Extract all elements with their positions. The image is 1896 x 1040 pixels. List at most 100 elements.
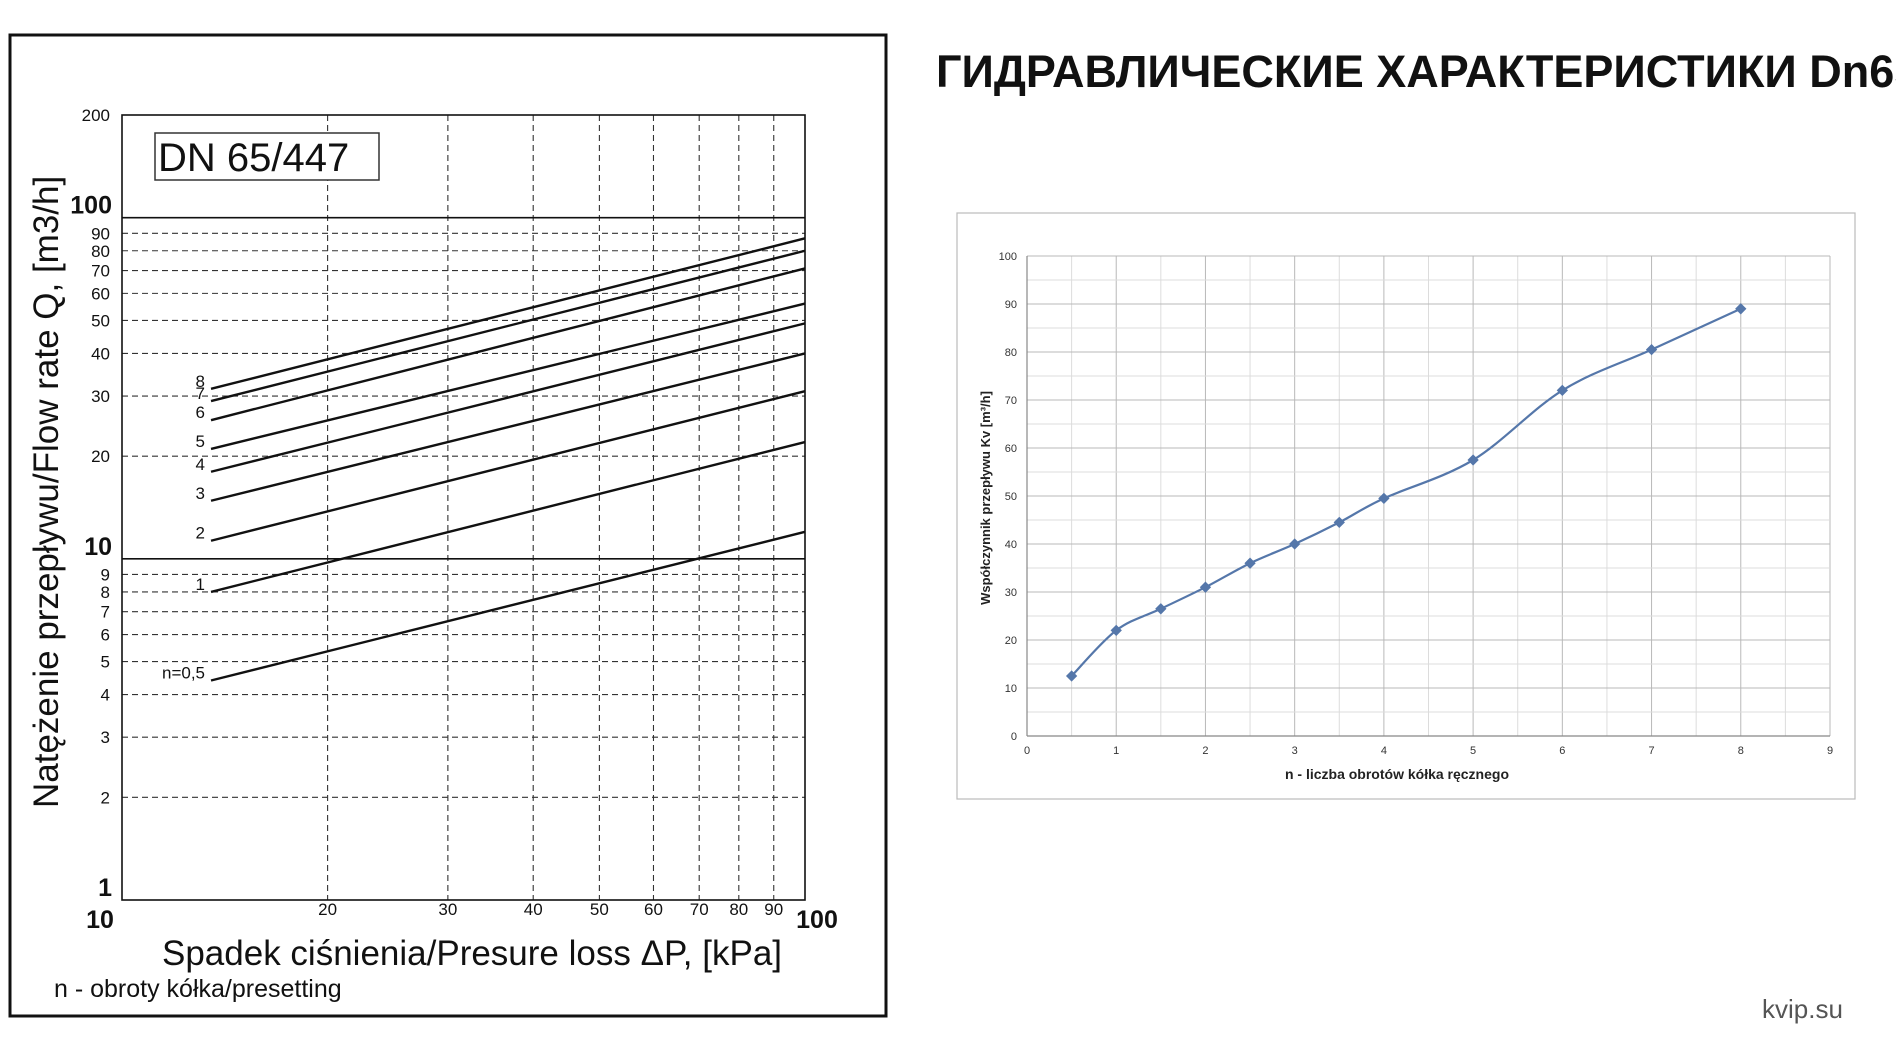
x-tick-label: 80 <box>729 900 748 919</box>
y-tick-label: 8 <box>101 583 110 602</box>
watermark: kvip.su <box>1762 994 1843 1024</box>
x-tick-label: 3 <box>1292 745 1298 757</box>
series-label: 4 <box>196 455 205 474</box>
series-label: 1 <box>196 575 205 594</box>
x-tick-label: 6 <box>1559 745 1565 757</box>
y-tick-label: 40 <box>91 344 110 363</box>
y-tick-label: 90 <box>1005 299 1017 311</box>
series-label: 5 <box>196 432 205 451</box>
right-y-tick-labels: 0 10 20 30 40 50 60 70 80 90 100 <box>999 251 1017 743</box>
y-tick-label: 9 <box>101 565 110 584</box>
y-tick-label: 5 <box>101 653 110 672</box>
left-chart-series <box>210 237 806 682</box>
y-tick-label: 4 <box>101 686 110 705</box>
kv-data-point <box>1065 670 1078 682</box>
kv-data-point <box>1199 581 1212 593</box>
series-line <box>210 237 806 391</box>
y-tick-label: 6 <box>101 626 110 645</box>
right-y-axis-label: Współczynnik przepływu Kv [m³/h] <box>978 391 993 605</box>
kv-data-point <box>1110 624 1122 637</box>
x-tick-label: 20 <box>318 900 337 919</box>
right-chart-frame <box>956 212 1856 800</box>
x-tick-label: 10 <box>86 906 114 934</box>
series-line <box>210 530 806 682</box>
y-tick-label: 40 <box>1005 539 1017 551</box>
page-title: ГИДРАВЛИЧЕСКИЕ ХАРАКТЕРИСТИКИ Dn65 <box>936 46 1896 97</box>
kv-data-point <box>1378 492 1390 505</box>
y-tick-label: 7 <box>101 603 110 622</box>
x-tick-label: 90 <box>764 900 783 919</box>
x-tick-label: 8 <box>1738 745 1744 757</box>
y-tick-label: 80 <box>91 242 110 261</box>
y-tick-label: 20 <box>1005 635 1017 647</box>
y-tick-label: 200 <box>82 106 110 125</box>
series-label: n=0,5 <box>162 663 205 682</box>
y-tick-label: 90 <box>91 224 110 243</box>
x-tick-label: 30 <box>438 900 457 919</box>
y-tick-label: 70 <box>91 262 110 281</box>
x-tick-label: 100 <box>796 906 838 934</box>
x-tick-label: 9 <box>1827 745 1833 757</box>
series-label: 8 <box>196 372 205 391</box>
right-x-tick-labels: 0 1 2 3 4 5 6 7 8 9 <box>1024 745 1833 757</box>
kv-data-point <box>1556 384 1568 397</box>
kv-data-point <box>1244 557 1256 569</box>
x-tick-label: 2 <box>1202 745 1208 757</box>
y-tick-label: 20 <box>91 447 110 466</box>
flow-rate-chart: 10 20 30 40 50 60 70 80 90 100 123456789102030405… <box>8 33 888 1018</box>
y-tick-label: 30 <box>91 387 110 406</box>
kv-data-point <box>1645 343 1658 356</box>
y-tick-label: 100 <box>70 192 112 220</box>
left-plot-area <box>121 114 806 901</box>
series-line <box>210 322 806 473</box>
series-line <box>210 440 806 594</box>
x-axis-label: Spadek ciśnienia/Presure loss ΔP, [kPa] <box>162 934 782 973</box>
y-tick-label: 10 <box>1005 683 1017 695</box>
chart-title-box <box>154 132 380 181</box>
series-line <box>210 390 806 542</box>
x-tick-label: 1 <box>1113 745 1119 757</box>
x-tick-label: 7 <box>1648 745 1654 757</box>
y-tick-label: 50 <box>91 311 110 330</box>
right-chart-series <box>1065 303 1747 682</box>
y-tick-label: 3 <box>101 728 110 747</box>
left-series-labels: n=0,5 1 2 3 4 5 678 <box>162 372 205 683</box>
x-tick-label: 50 <box>590 900 609 919</box>
x-tick-label: 5 <box>1470 745 1476 757</box>
kv-data-point <box>1289 538 1301 550</box>
x-tick-label: 0 <box>1024 745 1030 757</box>
x-tick-label: 70 <box>690 900 709 919</box>
series-line <box>210 302 806 451</box>
series-line <box>210 267 806 422</box>
y-tick-label: 50 <box>1005 491 1017 503</box>
y-tick-label: 0 <box>1011 731 1017 743</box>
footnote: n - obroty kółka/presetting <box>54 975 342 1003</box>
series-line <box>210 352 806 502</box>
kv-data-point <box>1467 454 1479 466</box>
y-tick-label: 60 <box>1005 443 1017 455</box>
y-tick-label: 30 <box>1005 587 1017 599</box>
x-tick-label: 4 <box>1381 745 1387 757</box>
kv-data-point <box>1155 603 1167 615</box>
series-label: 7 <box>196 384 205 403</box>
y-tick-label: 70 <box>1005 395 1017 407</box>
y-tick-label: 2 <box>101 788 110 807</box>
x-tick-label: 60 <box>644 900 663 919</box>
left-chart-grid <box>122 115 805 900</box>
y-tick-label: 100 <box>999 251 1017 263</box>
right-x-axis-label: n - liczba obrotów kółka ręcznego <box>1285 766 1509 782</box>
series-label: 3 <box>196 484 205 503</box>
series-line <box>210 249 806 403</box>
kv-data-point <box>1333 516 1345 529</box>
y-tick-label: 10 <box>84 533 112 561</box>
x-tick-label: 40 <box>524 900 543 919</box>
kv-data-point <box>1735 303 1747 315</box>
series-label: 6 <box>196 403 205 422</box>
series-label: 2 <box>196 524 205 543</box>
y-tick-label: 1 <box>98 874 112 902</box>
right-chart-grid <box>1026 255 1831 737</box>
y-tick-label: 60 <box>91 284 110 303</box>
left-x-tick-labels: 10 20 30 40 50 60 70 80 90 100 <box>86 900 838 934</box>
